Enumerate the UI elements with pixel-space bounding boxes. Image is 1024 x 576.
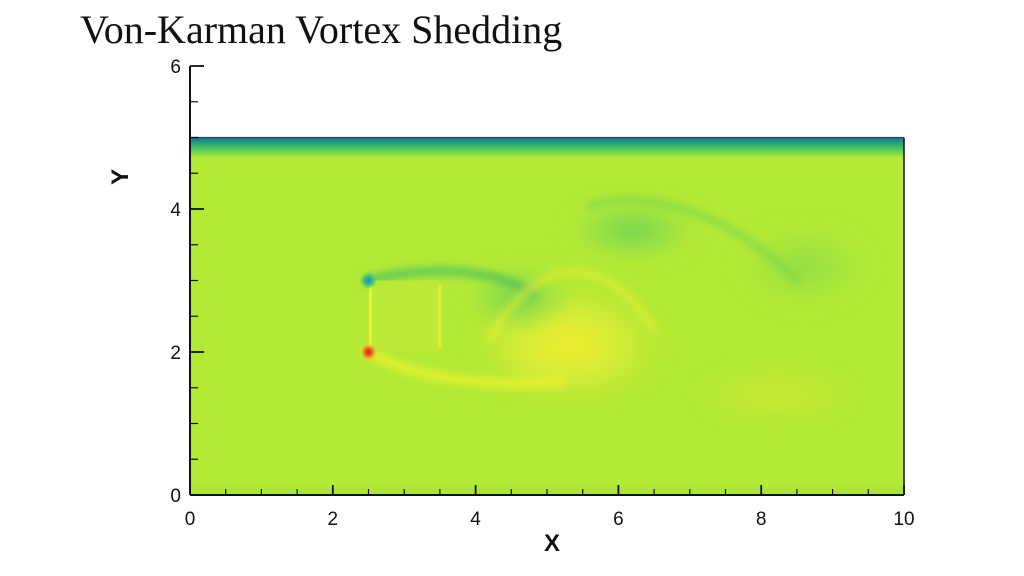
- x-tick-label: 2: [328, 509, 339, 530]
- x-tick-label: 6: [613, 509, 624, 530]
- vortex-negative-downstream: [734, 221, 875, 312]
- shear-layers: [364, 196, 801, 388]
- y-tick-label: 0: [170, 486, 181, 507]
- lower-shear-layer: [364, 347, 566, 388]
- y-tick-label: 2: [170, 343, 181, 364]
- vortex-negative-far: [562, 198, 703, 263]
- corner-peak-marker: [359, 343, 378, 361]
- y-axis-label: Y: [107, 169, 134, 185]
- x-tick-label: 8: [756, 509, 767, 530]
- upper-shear-layer: [364, 266, 538, 300]
- y-tick-label: 6: [170, 57, 181, 78]
- far-shear-layer: [586, 196, 801, 284]
- vortex-positive-downstream: [695, 364, 856, 425]
- x-axis-label: X: [544, 530, 560, 557]
- x-tick-label: 0: [185, 509, 196, 530]
- y-tick-label: 4: [170, 200, 181, 221]
- wake-vortices: [463, 198, 875, 425]
- wall-band: [190, 137, 904, 158]
- x-tick-label: 10: [893, 509, 914, 530]
- obstacle-square: [368, 280, 440, 352]
- x-tick-label: 4: [470, 509, 481, 530]
- corner-low-marker: [359, 271, 378, 290]
- vortex-rim: [486, 269, 658, 341]
- chart-title: Von-Karman Vortex Shedding: [80, 7, 563, 52]
